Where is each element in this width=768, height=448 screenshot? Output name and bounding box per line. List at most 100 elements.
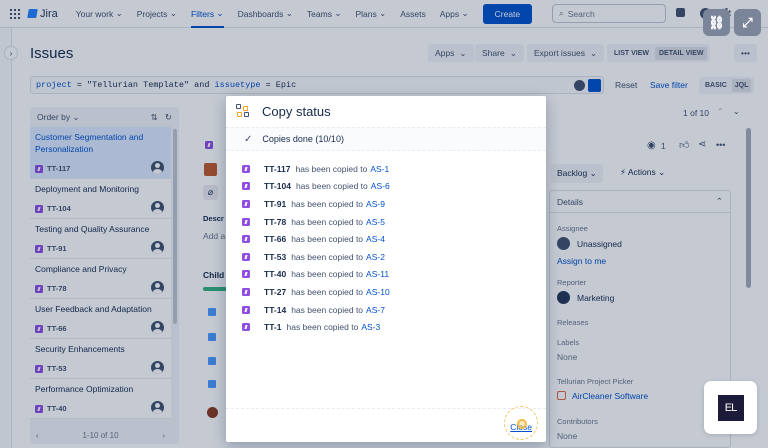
list-view-button[interactable]: LIST VIEW: [614, 49, 649, 57]
app-switcher-icon[interactable]: [10, 8, 20, 19]
watch-icon[interactable]: ◉: [647, 140, 656, 151]
copy-icon: [236, 104, 250, 118]
copy-status-dialog: Copy status ✓ Copies done (10/10) TT-117 h…: [226, 96, 546, 442]
copy-result-row: TT-104 has been copied to AS-6: [242, 178, 390, 196]
next-page-icon[interactable]: ›: [162, 430, 165, 440]
copy-result-row: TT-40 has been copied to AS-11: [242, 266, 390, 284]
prev-issue-icon[interactable]: ⌃: [717, 107, 724, 116]
copy-result-row: TT-91 has been copied to AS-9: [242, 195, 390, 213]
apps-button[interactable]: Apps ⌄: [428, 44, 474, 62]
task-icon: [208, 357, 216, 365]
project-icon: [557, 391, 566, 400]
avatar: [151, 201, 164, 214]
epic-icon: [242, 323, 250, 332]
actions-dropdown[interactable]: ⚡︎ Actions ⌄: [620, 167, 666, 177]
chevron-down-icon: ⌄: [334, 8, 342, 18]
project-avatar: [204, 163, 217, 176]
issue-card[interactable]: Performance Optimization TT-40: [30, 379, 171, 419]
detail-view-button[interactable]: DETAIL VIEW: [655, 46, 708, 60]
epic-icon: [242, 270, 250, 279]
list-scrollbar[interactable]: [173, 129, 177, 324]
copy-result-row: TT-14 has been copied to AS-7: [242, 301, 390, 319]
status-dropdown[interactable]: Backlog ⌄: [551, 164, 603, 183]
issue-list-panel: Order by ⌄ ⇅ ↻ Customer Segmentation and…: [30, 107, 179, 444]
issue-card[interactable]: Compliance and Privacy TT-78: [30, 259, 171, 299]
like-icon[interactable]: 👍︎: [679, 140, 690, 151]
share-button[interactable]: Share ⌄: [475, 44, 524, 62]
task-icon: [208, 380, 216, 388]
link-icon[interactable]: ⛓︎: [703, 9, 730, 36]
expand-icon[interactable]: ⤢: [734, 9, 761, 36]
el-logo: EL: [717, 394, 744, 421]
epic-icon: [205, 141, 213, 149]
collapse-icon[interactable]: ⌃: [715, 196, 723, 206]
epic-icon: [242, 182, 250, 191]
chevron-down-icon: ⌄: [379, 8, 387, 18]
more-actions-button[interactable]: •••: [734, 44, 757, 62]
refresh-icon[interactable]: ↻: [164, 111, 172, 122]
copy-results-list: TT-117 has been copied to AS-1 TT-104 has b…: [242, 160, 390, 336]
chevron-down-icon: ⌄: [285, 8, 293, 18]
task-icon: [208, 333, 216, 341]
reset-button[interactable]: Reset: [615, 80, 638, 90]
check-icon: ✓: [244, 133, 253, 145]
nav-apps[interactable]: Apps ⌄: [439, 8, 469, 19]
child-progress-bar: [203, 287, 228, 291]
detail-scrollbar[interactable]: [746, 128, 751, 288]
nav-your-work[interactable]: Your work ⌄: [75, 8, 123, 19]
export-issues-button[interactable]: Export issues ⌄: [527, 44, 605, 62]
page-title: Issues: [30, 45, 74, 62]
create-button[interactable]: Create: [482, 3, 533, 24]
more-icon[interactable]: •••: [716, 140, 726, 150]
copy-result-row: TT-66 has been copied to AS-4: [242, 230, 390, 248]
epic-icon: [242, 235, 250, 244]
next-issue-icon[interactable]: ⌄: [733, 107, 740, 116]
issue-card[interactable]: Deployment and Monitoring TT-104: [30, 179, 171, 219]
share-icon[interactable]: ⋖: [698, 139, 707, 150]
avatar: [151, 361, 164, 374]
avatar: [151, 241, 164, 254]
search-input[interactable]: ⌕ Search: [552, 4, 666, 23]
epic-icon: [242, 164, 250, 173]
nav-filters[interactable]: Filters ⌄: [190, 0, 224, 28]
issue-card[interactable]: User Feedback and Adaptation TT-66: [30, 299, 171, 339]
chevron-down-icon: ⌄: [509, 47, 517, 58]
sidebar-collapsed: [0, 28, 12, 448]
nav-plans[interactable]: Plans ⌄: [355, 8, 387, 19]
avatar: [151, 401, 164, 414]
sort-icon[interactable]: ⇅: [150, 111, 158, 122]
help-icon[interactable]: [574, 80, 585, 91]
jql-mode-button[interactable]: JQL: [731, 79, 752, 92]
search-icon[interactable]: [588, 79, 601, 92]
search-icon: ⌕: [559, 8, 564, 18]
chevron-down-icon: ⌄: [115, 8, 123, 18]
epic-icon: [35, 204, 43, 213]
nav-assets[interactable]: Assets: [400, 8, 426, 19]
epic-icon: [35, 164, 43, 173]
nav-projects[interactable]: Projects ⌄: [136, 8, 177, 19]
click-indicator: [504, 406, 538, 440]
chevron-down-icon: ⌄: [216, 8, 224, 18]
copy-result-row: TT-1 has been copied to AS-3: [242, 318, 390, 336]
jira-logo[interactable]: Jira: [27, 8, 58, 20]
attach-icon[interactable]: ⌀: [203, 185, 218, 200]
basic-mode-button[interactable]: BASIC: [705, 82, 727, 89]
prev-page-icon[interactable]: ‹: [36, 430, 39, 440]
expand-sidebar-button[interactable]: ›: [4, 46, 18, 60]
epic-icon: [35, 364, 43, 373]
jql-input[interactable]: project = "Tellurian Template" and issue…: [30, 76, 604, 94]
nav-dashboards[interactable]: Dashboards ⌄: [237, 8, 293, 19]
epic-icon: [242, 287, 250, 296]
epic-icon: [242, 252, 250, 261]
save-filter-button[interactable]: Save filter: [650, 80, 688, 90]
chevron-down-icon: ⌄: [461, 8, 469, 18]
issue-card[interactable]: Testing and Quality Assurance TT-91: [30, 219, 171, 259]
issue-card[interactable]: Security Enhancements TT-53: [30, 339, 171, 379]
nav-teams[interactable]: Teams ⌄: [306, 8, 342, 19]
search-mode-toggle: BASIC JQL: [699, 77, 755, 94]
task-icon: [208, 308, 216, 316]
order-by-button[interactable]: Order by ⌄: [37, 111, 80, 122]
issue-card[interactable]: Customer Segmentation and Personalizatio…: [30, 127, 171, 179]
copies-done-summary: ✓ Copies done (10/10): [226, 127, 546, 151]
notifications-icon[interactable]: [676, 8, 685, 17]
